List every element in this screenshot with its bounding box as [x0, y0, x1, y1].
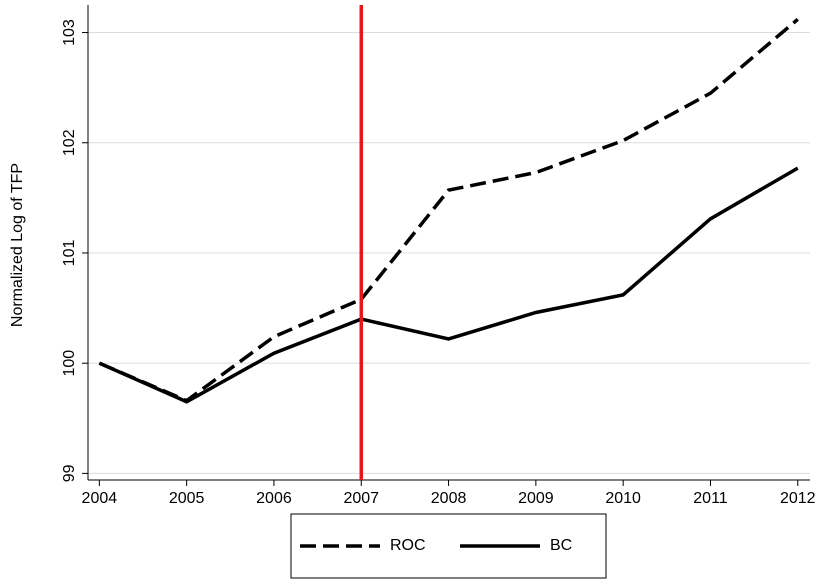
x-tick-label: 2005 — [169, 490, 205, 507]
x-tick-label: 2010 — [605, 490, 641, 507]
y-tick-label: 103 — [61, 19, 78, 46]
x-tick-label: 2004 — [82, 490, 118, 507]
x-tick-label: 2008 — [431, 490, 467, 507]
y-tick-label: 101 — [61, 240, 78, 267]
legend-label: BC — [550, 537, 572, 554]
x-tick-label: 2011 — [693, 490, 728, 507]
series-line — [98, 17, 799, 403]
legend-label: ROC — [390, 537, 426, 554]
y-tick-label: 99 — [61, 464, 78, 482]
legend-box — [290, 513, 607, 579]
x-tick-label: 2007 — [343, 490, 379, 507]
y-tick-label: 102 — [61, 129, 78, 156]
x-tick-label: 2012 — [780, 490, 816, 507]
x-tick-label: 2006 — [256, 490, 292, 507]
y-axis-label: Normalized Log of TFP — [9, 163, 26, 327]
series-line — [98, 166, 799, 404]
y-tick-label: 100 — [61, 350, 78, 377]
x-tick-label: 2009 — [518, 490, 554, 507]
